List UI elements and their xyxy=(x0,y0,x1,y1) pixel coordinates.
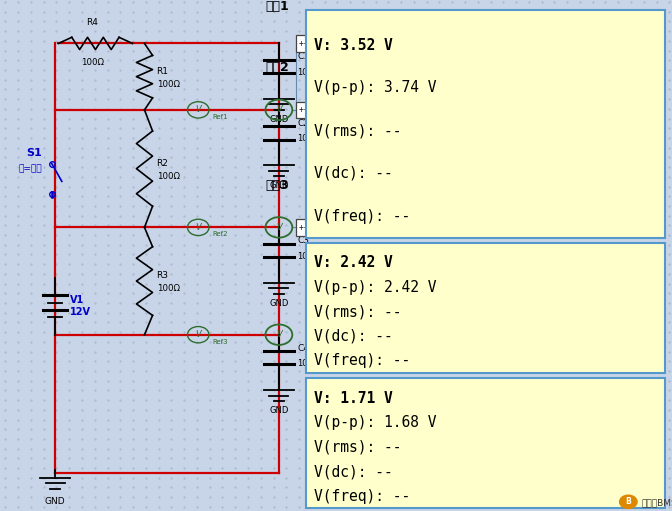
Text: 12V: 12V xyxy=(70,307,91,317)
Text: 探针3: 探针3 xyxy=(265,179,289,192)
Text: 键=空格: 键=空格 xyxy=(18,164,42,173)
Text: 100nF: 100nF xyxy=(297,134,323,144)
Text: V(p-p): 2.42 V: V(p-p): 2.42 V xyxy=(314,280,436,295)
Bar xyxy=(306,10,665,238)
Text: +− Ref1: +− Ref1 xyxy=(299,39,333,48)
Text: V(dc): --: V(dc): -- xyxy=(314,464,392,479)
Text: 100Ω: 100Ω xyxy=(81,58,103,67)
Text: 新能源BMS: 新能源BMS xyxy=(642,498,672,507)
Text: 100Ω: 100Ω xyxy=(157,80,179,89)
Text: GND: GND xyxy=(45,497,65,506)
Text: Ref2: Ref2 xyxy=(212,231,228,238)
Text: V: 1.71 V: V: 1.71 V xyxy=(314,391,392,406)
Bar xyxy=(296,35,353,52)
Text: V: V xyxy=(196,330,201,339)
Text: V: V xyxy=(196,223,201,232)
Text: Ref3: Ref3 xyxy=(212,339,228,345)
Text: V: V xyxy=(276,223,282,232)
Text: V(freq): --: V(freq): -- xyxy=(314,353,410,368)
Text: +− Ref2: +− Ref2 xyxy=(299,105,333,114)
Text: V(rms): --: V(rms): -- xyxy=(314,304,401,319)
Text: V(p-p): 3.74 V: V(p-p): 3.74 V xyxy=(314,81,436,96)
Bar xyxy=(306,243,665,373)
Text: C2: C2 xyxy=(297,119,309,128)
Bar xyxy=(296,219,353,236)
Text: GND: GND xyxy=(269,299,288,308)
Text: R4: R4 xyxy=(86,18,98,27)
Text: V(rms): --: V(rms): -- xyxy=(314,439,401,455)
Text: GND: GND xyxy=(269,181,288,191)
Text: B: B xyxy=(626,497,631,506)
Text: 探针1: 探针1 xyxy=(265,0,289,13)
Text: C3: C3 xyxy=(297,236,309,245)
Text: V: 3.52 V: V: 3.52 V xyxy=(314,38,392,53)
Text: V(dc): --: V(dc): -- xyxy=(314,166,392,181)
Text: +− Ref3: +− Ref3 xyxy=(299,223,333,232)
Text: V1: V1 xyxy=(70,295,84,306)
Text: R3: R3 xyxy=(157,271,169,281)
Text: V(freq): --: V(freq): -- xyxy=(314,208,410,224)
Text: 100nF: 100nF xyxy=(297,68,323,77)
Text: 探针2: 探针2 xyxy=(265,61,289,74)
Text: Ref1: Ref1 xyxy=(212,114,228,120)
Text: V: V xyxy=(276,330,282,339)
Text: S1: S1 xyxy=(26,148,42,158)
Text: V(p-p): 1.68 V: V(p-p): 1.68 V xyxy=(314,415,436,430)
Text: 100nF: 100nF xyxy=(297,252,323,261)
Bar xyxy=(296,102,353,118)
Text: 100nF: 100nF xyxy=(297,359,323,368)
Text: 100Ω: 100Ω xyxy=(157,172,179,181)
Text: GND: GND xyxy=(269,406,288,415)
Text: V(dc): --: V(dc): -- xyxy=(314,329,392,344)
Text: R2: R2 xyxy=(157,159,169,168)
Text: V: V xyxy=(196,105,201,114)
Text: V: V xyxy=(276,105,282,114)
Text: 100Ω: 100Ω xyxy=(157,284,179,293)
Text: C1: C1 xyxy=(297,52,309,61)
Text: V(freq): --: V(freq): -- xyxy=(314,489,410,504)
Circle shape xyxy=(620,495,637,508)
Text: C4: C4 xyxy=(297,343,309,353)
Text: V: 2.42 V: V: 2.42 V xyxy=(314,256,392,270)
Text: V(rms): --: V(rms): -- xyxy=(314,123,401,138)
Text: GND: GND xyxy=(269,115,288,124)
Text: R1: R1 xyxy=(157,67,169,76)
Bar xyxy=(306,378,665,508)
